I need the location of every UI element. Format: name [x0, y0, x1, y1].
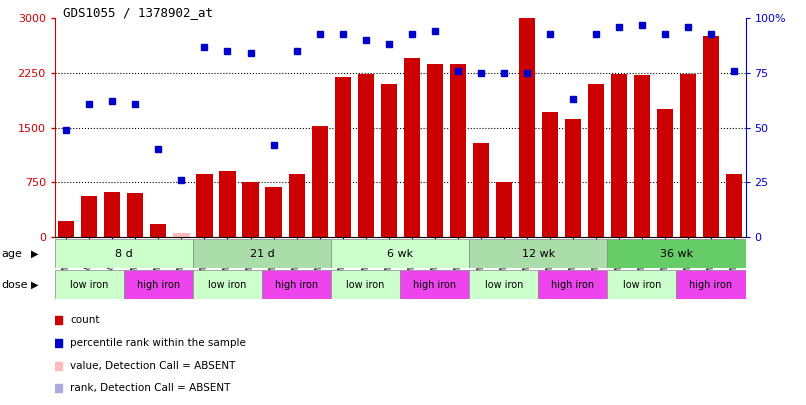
Bar	[611, 75, 627, 237]
Text: dose: dose	[2, 280, 28, 290]
Text: age: age	[2, 249, 23, 258]
Bar	[127, 193, 143, 237]
Bar	[197, 173, 213, 237]
Text: GDS1055 / 1378902_at: GDS1055 / 1378902_at	[63, 6, 213, 19]
Bar	[151, 224, 167, 237]
Bar	[404, 58, 420, 237]
Text: percentile rank within the sample: percentile rank within the sample	[70, 338, 246, 348]
Text: high iron: high iron	[137, 280, 180, 290]
Text: ▶: ▶	[31, 280, 38, 290]
Bar	[265, 187, 281, 237]
Text: 21 d: 21 d	[250, 249, 274, 258]
Bar	[401, 270, 469, 299]
Bar	[726, 173, 742, 237]
Text: high iron: high iron	[413, 280, 456, 290]
Bar	[331, 270, 401, 299]
Bar	[608, 239, 746, 268]
Bar	[608, 270, 676, 299]
Text: low iron: low iron	[208, 280, 247, 290]
Bar	[243, 181, 259, 237]
Bar	[380, 84, 397, 237]
Bar	[81, 196, 98, 237]
Text: 6 wk: 6 wk	[387, 249, 413, 258]
Bar	[262, 270, 331, 299]
Bar	[680, 75, 696, 237]
Bar	[426, 64, 442, 237]
Bar	[104, 192, 120, 237]
Text: count: count	[70, 315, 99, 325]
Bar	[469, 270, 538, 299]
Bar	[173, 233, 189, 237]
Text: ▶: ▶	[31, 249, 38, 258]
Bar	[358, 75, 374, 237]
Bar	[124, 270, 193, 299]
Text: value, Detection Call = ABSENT: value, Detection Call = ABSENT	[70, 360, 235, 371]
Bar	[703, 36, 719, 237]
Text: rank, Detection Call = ABSENT: rank, Detection Call = ABSENT	[70, 384, 231, 393]
Bar	[519, 18, 535, 237]
Text: low iron: low iron	[70, 280, 109, 290]
Text: low iron: low iron	[484, 280, 523, 290]
Bar	[193, 270, 262, 299]
Bar	[219, 171, 235, 237]
Bar	[289, 173, 305, 237]
Bar	[472, 143, 488, 237]
Text: 36 wk: 36 wk	[660, 249, 693, 258]
Text: low iron: low iron	[623, 280, 661, 290]
Text: low iron: low iron	[347, 280, 384, 290]
Bar	[542, 111, 558, 237]
Bar	[496, 182, 512, 237]
Text: high iron: high iron	[551, 280, 595, 290]
Bar	[193, 239, 331, 268]
Text: 12 wk: 12 wk	[521, 249, 555, 258]
Text: 8 d: 8 d	[115, 249, 133, 258]
Bar	[676, 270, 746, 299]
Text: high iron: high iron	[689, 280, 733, 290]
Bar	[657, 109, 673, 237]
Bar	[565, 119, 581, 237]
Bar	[588, 84, 604, 237]
Bar	[55, 270, 124, 299]
Text: high iron: high iron	[275, 280, 318, 290]
Bar	[58, 221, 74, 237]
Bar	[538, 270, 608, 299]
Bar	[334, 77, 351, 237]
Bar	[450, 64, 466, 237]
Bar	[634, 75, 650, 237]
Bar	[55, 239, 193, 268]
Bar	[469, 239, 608, 268]
Bar	[331, 239, 469, 268]
Bar	[312, 126, 328, 237]
